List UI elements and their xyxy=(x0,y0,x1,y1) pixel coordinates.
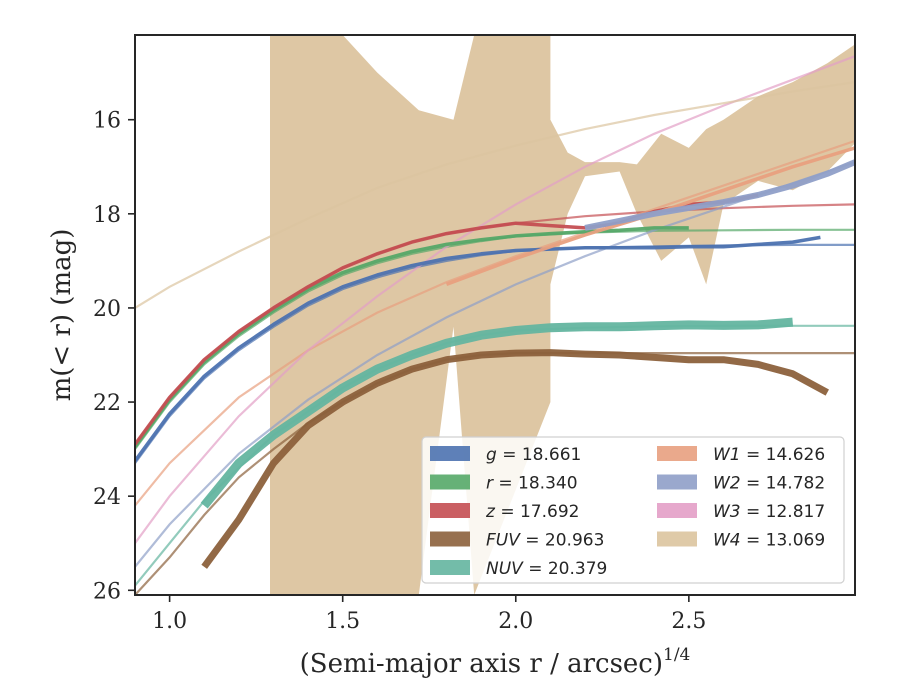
y-tick-label: 26 xyxy=(93,579,121,604)
y-axis-label: m(< r) (mag) xyxy=(47,229,77,402)
legend-label: g = 18.661 xyxy=(486,445,581,465)
legend-label: W2 = 14.782 xyxy=(713,474,825,494)
legend-swatch xyxy=(430,474,470,490)
legend-swatch xyxy=(657,446,697,461)
y-tick-label: 22 xyxy=(93,391,121,416)
x-tick-label: 1.5 xyxy=(325,609,360,634)
data-curve-g xyxy=(135,235,821,462)
y-tick-label: 24 xyxy=(93,485,121,510)
y-tick-label: 18 xyxy=(93,203,121,228)
legend-box xyxy=(421,436,845,584)
legend-label: z = 17.692 xyxy=(485,502,579,522)
plot-marks xyxy=(135,35,855,595)
legend-label: W3 = 12.817 xyxy=(713,502,825,522)
legend-entry-w4: W4 = 13.069 xyxy=(657,531,825,551)
model-curve-w2 xyxy=(135,161,855,568)
legend-entry-w3: W3 = 12.817 xyxy=(657,502,825,522)
legend-swatch xyxy=(430,446,470,461)
data-curve-w2 xyxy=(584,159,855,231)
model-curve-w1 xyxy=(135,139,855,507)
x-axis: 1.0 1.5 2.0 2.5 xyxy=(152,595,706,634)
legend-label: r = 18.340 xyxy=(486,474,578,494)
model-curve-w4 xyxy=(135,81,855,309)
legend-swatch xyxy=(657,503,697,518)
legend-label: W1 = 14.626 xyxy=(713,445,825,465)
legend-entry-fuv: FUV = 20.963 xyxy=(430,531,604,551)
legend-label: NUV = 20.379 xyxy=(486,559,607,579)
legend-entry-z: z = 17.692 xyxy=(430,502,579,522)
legend-swatch xyxy=(657,531,697,547)
legend-entry-nuv: NUV = 20.379 xyxy=(430,559,607,579)
legend-entry-w2: W2 = 14.782 xyxy=(657,474,825,494)
y-axis: 16 18 20 22 24 26 xyxy=(93,109,135,604)
x-tick-label: 2.5 xyxy=(671,609,706,634)
legend-entry-r: r = 18.340 xyxy=(430,474,578,494)
legend-swatch xyxy=(430,531,470,547)
legend-swatch xyxy=(657,474,697,490)
x-axis-label-superscript: 1/4 xyxy=(663,645,690,665)
y-tick-label: 16 xyxy=(93,109,121,134)
legend-label: FUV = 20.963 xyxy=(486,531,604,551)
legend-label: W4 = 13.069 xyxy=(713,531,825,551)
data-curve-fuv xyxy=(201,349,829,569)
plot-frame xyxy=(134,34,856,596)
legend-swatch xyxy=(430,560,470,575)
legend-entry-w1: W1 = 14.626 xyxy=(657,445,825,465)
legend-entry-g: g = 18.661 xyxy=(430,445,581,465)
x-axis-label: (Semi-major axis r / arcsec)1/4 xyxy=(300,645,691,679)
x-tick-label: 2.0 xyxy=(498,609,533,634)
model-curve-r xyxy=(135,228,855,450)
legend: g = 18.661 r = 18.340 z = 17.692 FUV = 20.9… xyxy=(421,436,845,584)
data-curve-nuv xyxy=(200,317,794,509)
y-tick-label: 20 xyxy=(93,297,121,322)
legend-swatch xyxy=(430,503,470,518)
x-tick-label: 1.0 xyxy=(152,609,187,634)
